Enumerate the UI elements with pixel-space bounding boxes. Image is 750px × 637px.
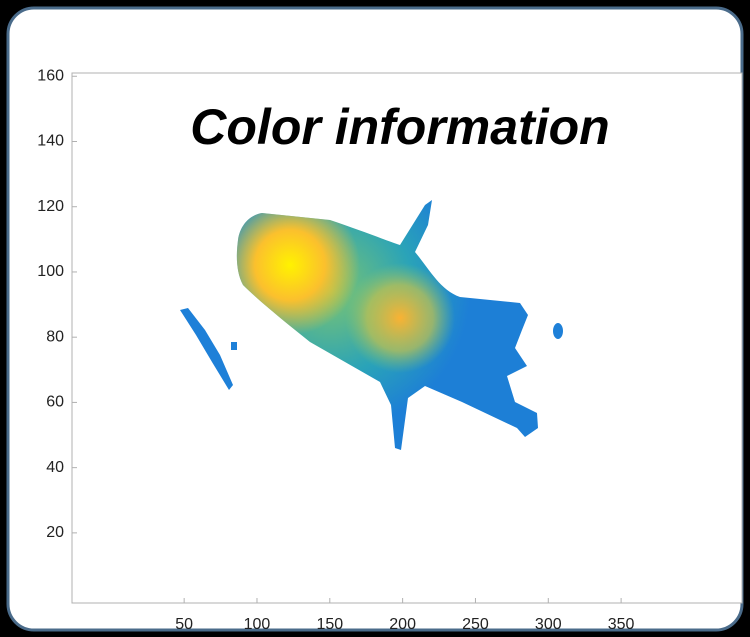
y-tick-label: 60 xyxy=(46,394,64,411)
x-tick-label: 250 xyxy=(462,616,489,633)
y-tick-label: 100 xyxy=(37,263,64,280)
y-tick-label: 120 xyxy=(37,198,64,215)
y-tick-label: 40 xyxy=(46,459,64,476)
x-tick-label: 50 xyxy=(175,616,193,633)
x-tick-label: 350 xyxy=(608,616,635,633)
x-tick-label: 150 xyxy=(316,616,343,633)
y-tick-label: 160 xyxy=(37,67,64,84)
x-tick-label: 300 xyxy=(535,616,562,633)
x-tick-label: 200 xyxy=(389,616,416,633)
y-tick-label: 20 xyxy=(46,524,64,541)
y-tick-label: 80 xyxy=(46,328,64,345)
y-tick-label: 140 xyxy=(37,133,64,150)
chart-title: Color information xyxy=(190,99,609,155)
x-tick-label: 100 xyxy=(244,616,271,633)
